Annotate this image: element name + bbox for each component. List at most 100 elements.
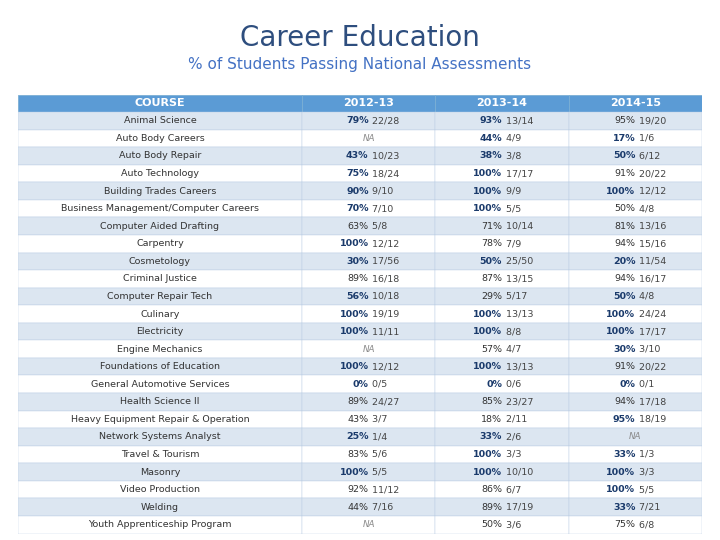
Text: 4/8: 4/8 xyxy=(636,204,654,213)
Text: 38%: 38% xyxy=(480,151,502,160)
Bar xyxy=(569,358,702,375)
Bar xyxy=(302,393,435,410)
Text: 20%: 20% xyxy=(613,257,635,266)
Bar xyxy=(435,410,569,428)
Text: Criminal Justice: Criminal Justice xyxy=(123,274,197,284)
Bar xyxy=(569,94,702,112)
Bar xyxy=(18,200,302,218)
Bar xyxy=(18,516,302,534)
Text: Engine Mechanics: Engine Mechanics xyxy=(117,345,202,354)
Text: 7/9: 7/9 xyxy=(503,239,521,248)
Bar xyxy=(302,235,435,253)
Bar xyxy=(302,446,435,463)
Bar xyxy=(435,428,569,446)
Bar xyxy=(435,498,569,516)
Bar xyxy=(302,94,435,112)
Text: 44%: 44% xyxy=(480,134,502,143)
Text: 100%: 100% xyxy=(473,187,502,195)
Bar xyxy=(569,253,702,270)
Text: 3/3: 3/3 xyxy=(503,450,521,459)
Text: NA: NA xyxy=(629,433,642,441)
Text: 100%: 100% xyxy=(473,327,502,336)
Text: Career Education: Career Education xyxy=(240,24,480,52)
Bar xyxy=(435,463,569,481)
Bar xyxy=(18,323,302,340)
Text: 100%: 100% xyxy=(340,309,369,319)
Text: Health Science II: Health Science II xyxy=(120,397,199,406)
Bar xyxy=(302,375,435,393)
Text: Youth Apprenticeship Program: Youth Apprenticeship Program xyxy=(88,520,232,529)
Bar xyxy=(302,358,435,375)
Text: 4/8: 4/8 xyxy=(636,292,654,301)
Bar xyxy=(18,130,302,147)
Text: % of Students Passing National Assessments: % of Students Passing National Assessmen… xyxy=(189,57,531,72)
Bar xyxy=(435,218,569,235)
Text: 3/8: 3/8 xyxy=(503,151,521,160)
Text: Auto Technology: Auto Technology xyxy=(121,169,199,178)
Text: 18/19: 18/19 xyxy=(636,415,666,424)
Bar xyxy=(435,481,569,498)
Text: 100%: 100% xyxy=(473,169,502,178)
Text: 25/50: 25/50 xyxy=(503,257,533,266)
Text: 94%: 94% xyxy=(614,274,635,284)
Bar xyxy=(18,253,302,270)
Bar xyxy=(302,253,435,270)
Text: Foundations of Education: Foundations of Education xyxy=(100,362,220,371)
Text: 100%: 100% xyxy=(340,468,369,477)
Bar xyxy=(302,218,435,235)
Bar xyxy=(302,428,435,446)
Bar xyxy=(302,463,435,481)
Bar xyxy=(435,253,569,270)
Bar xyxy=(435,358,569,375)
Bar xyxy=(302,165,435,183)
Bar xyxy=(569,463,702,481)
Bar xyxy=(435,305,569,323)
Text: 18%: 18% xyxy=(481,415,502,424)
Text: 12/12: 12/12 xyxy=(369,239,400,248)
Text: Masonry: Masonry xyxy=(140,468,180,477)
Text: 0/6: 0/6 xyxy=(503,380,521,389)
Text: 89%: 89% xyxy=(348,397,369,406)
Text: 22/28: 22/28 xyxy=(369,116,400,125)
Text: 13/14: 13/14 xyxy=(503,116,533,125)
Bar xyxy=(569,218,702,235)
Text: 93%: 93% xyxy=(480,116,502,125)
Bar xyxy=(435,446,569,463)
Text: 50%: 50% xyxy=(481,520,502,529)
Text: 0%: 0% xyxy=(486,380,502,389)
Text: Video Production: Video Production xyxy=(120,485,200,494)
Bar xyxy=(435,130,569,147)
Bar xyxy=(435,147,569,165)
Bar xyxy=(569,130,702,147)
Text: 3/6: 3/6 xyxy=(503,520,521,529)
Bar xyxy=(435,340,569,358)
Bar xyxy=(18,375,302,393)
Bar xyxy=(435,112,569,130)
Text: 100%: 100% xyxy=(473,450,502,459)
Text: 7/10: 7/10 xyxy=(369,204,394,213)
Text: Travel & Tourism: Travel & Tourism xyxy=(121,450,199,459)
Text: 43%: 43% xyxy=(348,415,369,424)
Bar xyxy=(569,200,702,218)
Text: 100%: 100% xyxy=(606,485,635,494)
Bar xyxy=(569,147,702,165)
Text: 10/10: 10/10 xyxy=(503,468,533,477)
Text: 15/16: 15/16 xyxy=(636,239,666,248)
Text: 0/1: 0/1 xyxy=(636,380,654,389)
Text: 3/7: 3/7 xyxy=(369,415,387,424)
Text: Computer Aided Drafting: Computer Aided Drafting xyxy=(100,222,220,231)
Text: 3/3: 3/3 xyxy=(636,468,654,477)
Bar xyxy=(569,112,702,130)
Text: 19/19: 19/19 xyxy=(369,309,400,319)
Text: 13/16: 13/16 xyxy=(636,222,667,231)
Text: 2/6: 2/6 xyxy=(503,433,521,441)
Text: 9/10: 9/10 xyxy=(369,187,394,195)
Text: 8/8: 8/8 xyxy=(503,327,521,336)
Text: Animal Science: Animal Science xyxy=(124,116,197,125)
Text: 6/7: 6/7 xyxy=(503,485,521,494)
Text: 17%: 17% xyxy=(613,134,635,143)
Text: 10/18: 10/18 xyxy=(369,292,400,301)
Text: 13/13: 13/13 xyxy=(503,362,533,371)
Text: 100%: 100% xyxy=(473,362,502,371)
Text: 56%: 56% xyxy=(346,292,369,301)
